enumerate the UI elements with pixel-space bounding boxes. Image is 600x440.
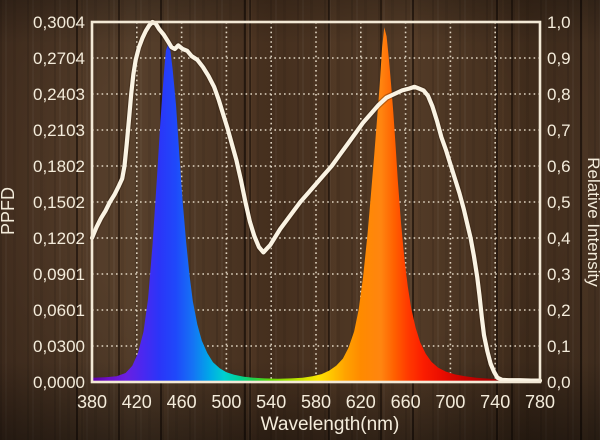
y-axis-title-left: PPFD <box>0 187 18 235</box>
x-tick-label: 500 <box>211 392 241 412</box>
y-tick-label-right: 0,0 <box>547 373 571 392</box>
y-tick-label-left: 0,3004 <box>33 13 85 32</box>
x-tick-label: 740 <box>480 392 510 412</box>
spectrum-area-series <box>92 27 540 383</box>
x-tick-label: 780 <box>525 392 555 412</box>
series-layer <box>88 18 544 384</box>
y-tick-label-left: 0,1202 <box>33 229 85 248</box>
y-tick-label-left: 0,2103 <box>33 121 85 140</box>
y-tick-label-right: 0,9 <box>547 49 571 68</box>
y-tick-label-right: 0,6 <box>547 157 571 176</box>
y-tick-label-left: 0,1502 <box>33 193 85 212</box>
y-tick-label-right: 0,8 <box>547 85 571 104</box>
y-tick-label-right: 0,5 <box>547 193 571 212</box>
y-tick-label-left: 0,2704 <box>33 49 85 68</box>
intensity-line-series <box>89 19 543 383</box>
y-tick-label-left: 0,1802 <box>33 157 85 176</box>
x-tick-label: 580 <box>301 392 331 412</box>
y-tick-label-right: 1,0 <box>547 13 571 32</box>
y-axis-title-right: Relative Intensity <box>584 157 600 287</box>
tick-labels-layer: 0,3004 0,2704 0,2403 0,2103 0,1802 0,1502 0,12… <box>33 13 571 412</box>
y-tick-label-left: 0,0601 <box>33 301 85 320</box>
frame-layer <box>90 20 542 384</box>
y-tick-label-left: 0,0300 <box>33 337 85 356</box>
y-tick-label-right: 0,3 <box>547 265 571 284</box>
x-tick-label: 540 <box>256 392 286 412</box>
plot-frame <box>90 20 542 384</box>
y-tick-label-right: 0,2 <box>547 301 571 320</box>
x-tick-label: 380 <box>77 392 107 412</box>
y-tick-label-left: 0,0000 <box>33 373 85 392</box>
y-tick-label-right: 0,7 <box>547 121 571 140</box>
x-tick-label: 460 <box>167 392 197 412</box>
y-tick-label-left: 0,2403 <box>33 85 85 104</box>
x-tick-label: 700 <box>435 392 465 412</box>
x-tick-label: 420 <box>122 392 152 412</box>
y-tick-label-right: 0,4 <box>547 229 571 248</box>
y-tick-label-left: 0,0901 <box>33 265 85 284</box>
y-tick-label-right: 0,1 <box>547 337 571 356</box>
x-tick-label: 660 <box>391 392 421 412</box>
x-axis-title: Wavelength(nm) <box>261 414 400 435</box>
x-tick-label: 620 <box>346 392 376 412</box>
